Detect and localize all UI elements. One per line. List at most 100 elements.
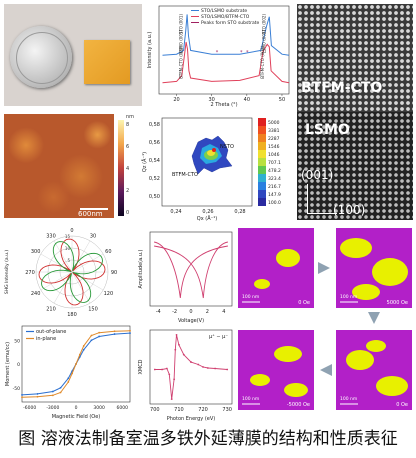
mh-point [59,386,62,389]
mfm-field-label: -5000 Oe [287,402,310,408]
xrd-legend-label: STO/LSMO/BTFM-CTO [201,14,250,20]
rsm-colorbar-tick: 707.1 [268,160,281,166]
mh-point [75,363,77,365]
xrd-xtick-label: 40 [244,97,250,103]
stem-label-btfm: BTFM-CTO [301,80,383,96]
afm-colorbar-tick: 2 [126,188,130,194]
xmcd-legend: μ⁺ − μ⁻ [209,334,228,340]
mfm-field-label: 0 Oe [396,402,408,408]
pfm-ylabel: Amplitude(a.u.) [138,249,144,288]
xmcd-series [154,334,228,400]
pfm-chart-panel: -4 -2 0 2 4 Voltage(V) Amplitude(a.u.) [136,226,236,324]
rsm-colorbar-cell [258,150,266,158]
xrd-chart: * * *20 30 40 502 Theta (°)Intensity (a.u.)ST… [147,5,290,108]
shg-angle-label: 180 [67,312,77,318]
rsm-colorbar-cell [258,190,266,198]
xmcd-point [190,361,192,363]
mh-xtick-label: -3000 [46,405,59,411]
mfm-domain [352,284,380,300]
mh-xtick-label: 6000 [117,405,129,411]
pfm-xtick-label: 4 [222,309,225,315]
rsm-ytick-label: 0,50 [149,194,160,200]
xrd-xtick-label: 20 [173,97,179,103]
xmcd-xtick-label: 700 [150,407,160,413]
mfm-image-2: 100 nm 5000 Oe [336,228,412,308]
rsm-ytick-label: 0,58 [149,122,160,128]
xmcd-xlabel: Photon Energy (eV) [167,416,216,422]
shg-radial-label: 10 [65,246,71,251]
shg-angle-label: 60 [105,249,111,255]
afm-image-panel: 600nm nm 8 6 4 2 0 [4,110,138,220]
xrd-ylabel: Intensity (a.u.) [147,32,153,69]
afm-scalebar [80,208,108,210]
rsm-label-nsto: NSTO [220,144,234,150]
arrow-down-icon [368,312,380,324]
shg-angle-label: 210 [46,306,56,312]
mfm-domain [376,376,408,396]
xmcd-point [165,367,168,370]
mfm-field-label: 5000 Oe [387,300,408,306]
rsm-ytick-label: 0,52 [149,176,160,182]
mfm-domain [346,350,374,370]
shg-radial-label: 5 [67,258,70,263]
xmcd-point [168,373,171,376]
shg-angle-label: 150 [88,306,98,312]
sample-photo-panel [4,4,142,106]
rsm-colorbar-tick: 1046 [268,152,280,158]
shg-angle-label: 0 [70,228,73,234]
mh-point [113,330,116,333]
pfm-chart: -4 -2 0 2 4 Voltage(V) Amplitude(a.u.) [138,231,233,324]
mh-point [67,381,70,383]
rsm-colorbar-cell [258,142,266,150]
mh-point [82,345,85,347]
xmcd-point [170,398,173,400]
rsm-colorbar-tick: 147.9 [268,192,281,198]
xrd-peak-marker: * [246,50,249,56]
xrd-chart-panel: * * * 20 30 40 50 2 Theta (°) Intensity (a.u.) ST… [145,2,293,108]
xmcd-ylabel: XMCD [138,359,144,374]
shg-series-green [41,241,103,303]
rsm-chart-panel: NSTO BTFM-CTO 0,24 0,26 0,28 0,50 0,52 0,54 0,56… [140,112,296,222]
shg-angle-label: 240 [31,291,41,297]
afm-colorbar-tick: 8 [126,122,130,128]
arrow-left-icon [320,364,332,376]
xmcd-point [153,368,156,371]
mh-point [71,372,74,375]
mh-point [21,393,23,396]
xrd-series-2 [162,41,290,84]
afm-colorbar-tick: 4 [126,166,130,172]
xrd-peak-marker: * [240,50,243,56]
xmcd-chart: 700 710 720 730 Photon Energy (eV) XMCD μ⁺ − μ… [138,329,233,422]
mfm-image-1: 100 nm 0 Oe [238,228,314,308]
mh-point [98,331,101,334]
stem-arrow-vertical [307,184,308,214]
mfm-scalebar-label: 100 nm [340,396,357,402]
afm-colorbar-tick: 6 [126,144,130,150]
xrd-xtick-label: 30 [209,97,215,103]
rsm-map-peak-nsto [212,148,216,152]
mh-ytick-label: 50 [14,338,20,344]
mfm-image-4: 100 nm 0 Oe [336,330,412,410]
mfm-scalebar-label: 100 nm [242,396,259,402]
xmcd-xtick-label: 730 [222,407,232,413]
stem-lattice-bottom [297,112,413,220]
xrd-xtick-label: 50 [279,97,285,103]
mh-point [90,334,93,337]
xmcd-point [197,363,200,366]
xrd-annotation: STO (002) [261,14,266,35]
afm-unit: nm [126,114,135,120]
xmcd-point [175,334,178,336]
xrd-legend-label: Peaks form STO substrate [201,20,259,26]
mh-point [90,339,93,342]
rsm-colorbar-tick: 5000 [268,120,280,126]
xrd-plot-frame [158,5,290,95]
stem-lattice-top [297,4,413,112]
mh-legend-label: out-of-plane [36,329,66,335]
rsm-ylabel: Qz (Å⁻¹) [141,152,148,172]
mh-chart: -6000 -3000 0 3000 6000 -50 0 50 Magnetic Field … [5,325,131,420]
shg-radial-label: 15 [65,234,71,239]
rsm-colorbar-cell [258,174,266,182]
stem-label-lsmo: LSMO [305,122,350,138]
mfm-domain-map: 100 nm 0 Oe [242,249,310,306]
shg-angle-label: 30 [90,234,96,240]
